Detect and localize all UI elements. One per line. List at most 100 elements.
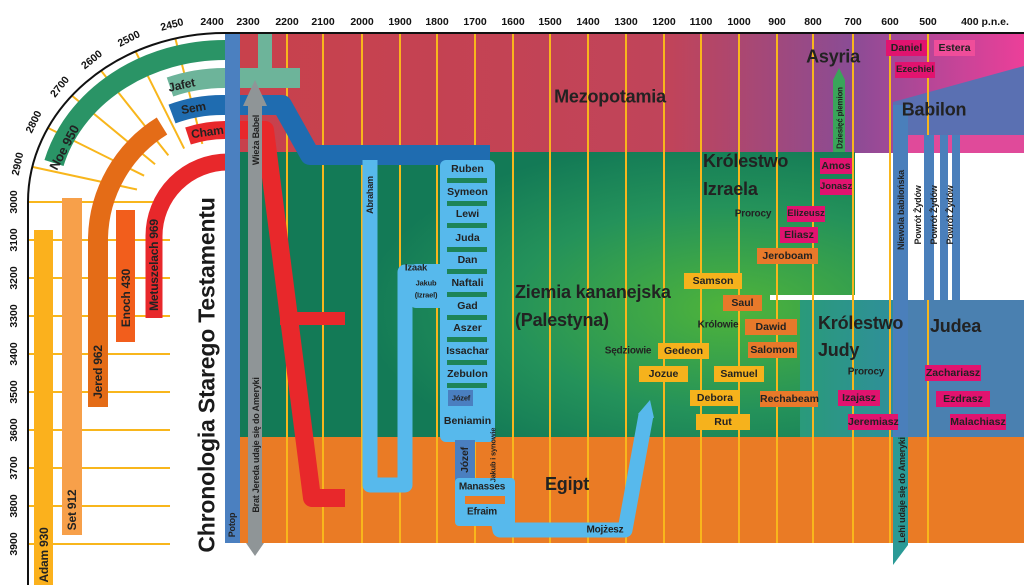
king-dawid: Dawid [745,319,797,335]
babel-label: Wieża Babel [251,114,261,166]
lehi-label: Lehi udaje się do Ameryki [897,437,907,543]
dziesiec-plemion-label: Dziesięć plemion [835,87,845,149]
region-asyria: Asyria [806,46,860,67]
tribe-label: Gad [457,300,478,312]
tribe-label: Dan [457,254,478,266]
jered-label: Jered 962 [91,345,105,399]
niewola-column [893,105,908,437]
year-label-top: 600 [881,16,899,28]
year-label-left: 3300 [8,304,20,328]
region-izrael-line1: Królestwo [703,151,789,171]
year-label-top: 2400 [200,16,224,28]
adam-label: Adam 930 [37,527,51,583]
king-rechabeam: Rechabeam [760,391,819,407]
year-label-top: 2000 [350,16,374,28]
tribe-label: Lewi [455,208,480,220]
metuszelach-label: Metuszelach 969 [147,219,161,311]
prophet-malachiasz: Malachiasz [950,414,1006,430]
tribe-label: Issachar [446,345,489,357]
prophet-izajasz: Izajasz [838,390,880,406]
manasses-label: Manasses [458,481,506,493]
niewola-label: Niewola babilońska [896,170,906,250]
region-izrael-line2: Izraela [703,179,758,199]
year-label-left: 3600 [8,418,20,442]
prophet-ezdrasz: Ezdrasz [936,391,990,407]
potop-label: Potop [227,512,237,538]
powrot-label: Powrót Żydów [945,185,955,245]
jakub-label: Jakub [415,278,437,288]
babilon-pink-strip [908,135,1024,153]
dziesiec-plemion-arrow [833,68,845,152]
judge-rut: Rut [696,414,750,430]
powrot-label: Powrót Żydów [913,185,923,245]
king-jeroboam: Jeroboam [757,248,818,264]
brat-jereda-label: Brat Jereda udaje się do Ameryki [251,377,261,513]
powrot-label: Powrót Żydów [929,185,939,245]
group-krolowie: Królowie [697,319,739,331]
prophet-eliasz: Eliasz [780,227,818,243]
powrot-strip [924,135,934,300]
prophet-daniel: Daniel [886,40,927,56]
judge-samuel: Samuel [714,366,764,382]
sem-band [168,95,490,165]
jozef-label: Józef [459,447,471,473]
year-label-top: 1300 [614,16,638,28]
group-sedziowie: Sędziowie [604,345,652,357]
efraim-label: Efraim [467,506,497,518]
king-saul: Saul [723,295,762,311]
region-juda-line2: Judy [818,340,860,360]
year-label-left: 3500 [8,380,20,404]
babel-arrow [243,80,267,556]
year-label-top: 1600 [501,16,525,28]
year-label-left: 3000 [8,190,20,214]
tribe-label: Zebulon [447,368,488,380]
region-mezopotamia: Mezopotamia [554,86,666,107]
year-label-top: 1100 [689,16,713,28]
year-label-top: 1500 [538,16,562,28]
mojzesz-line [490,413,654,538]
tribes-box [440,160,495,442]
abraham-label: Abraham [365,176,375,214]
year-label-left: 3100 [8,228,20,252]
left-axis-line [27,32,226,585]
noe-band [44,40,405,167]
year-label-top: 1200 [652,16,676,28]
jafet-band [166,67,300,97]
year-label-left: 3900 [8,532,20,556]
lehi-arrow [893,437,908,565]
babilon-region [893,66,1024,152]
year-label-top: 2200 [275,16,299,28]
tribe-label: Beniamin [443,415,492,427]
izrael-label: (Izrael) [414,290,438,300]
group-prorocy-juda: Prorocy [847,366,885,378]
judge-gedeon: Gedeon [658,343,709,359]
year-label-top: 1400 [576,16,600,28]
jakub-synowie-label: Jakub i synowie [488,427,498,483]
mojzesz-label: Mojżesz [586,524,624,536]
judge-debora: Debora [690,390,740,406]
prophet-ezechiel: Ezechiel [895,62,935,78]
set-band [62,198,82,535]
prophet-elizeusz: Elizeusz [787,206,825,222]
region-babilon: Babilon [901,99,967,120]
cham-band [185,121,345,507]
metuszelach-band [145,153,229,318]
jered-band [88,117,168,407]
judge-samson: Samson [684,273,742,289]
canaan-region [240,152,855,437]
powrot-strip [940,135,948,300]
year-label-top: 900 [768,16,786,28]
year-label-left: 3400 [8,342,20,366]
tribe-label: Ruben [451,163,484,175]
prophet-estera: Estera [934,40,975,56]
year-label-top: 800 [804,16,822,28]
region-egipt: Egipt [545,474,589,494]
king-salomon: Salomon [748,342,797,358]
year-label-top: 1000 [727,16,751,28]
region-kanaan-line1: Ziemia kananejska [515,282,671,302]
prophet-zachariasz: Zachariasz [925,365,981,381]
potop-column [225,33,240,543]
year-label-left: 3700 [8,456,20,480]
prophet-jeremiasz: Jeremiasz [848,414,899,430]
enoch-label: Enoch 430 [119,268,133,328]
